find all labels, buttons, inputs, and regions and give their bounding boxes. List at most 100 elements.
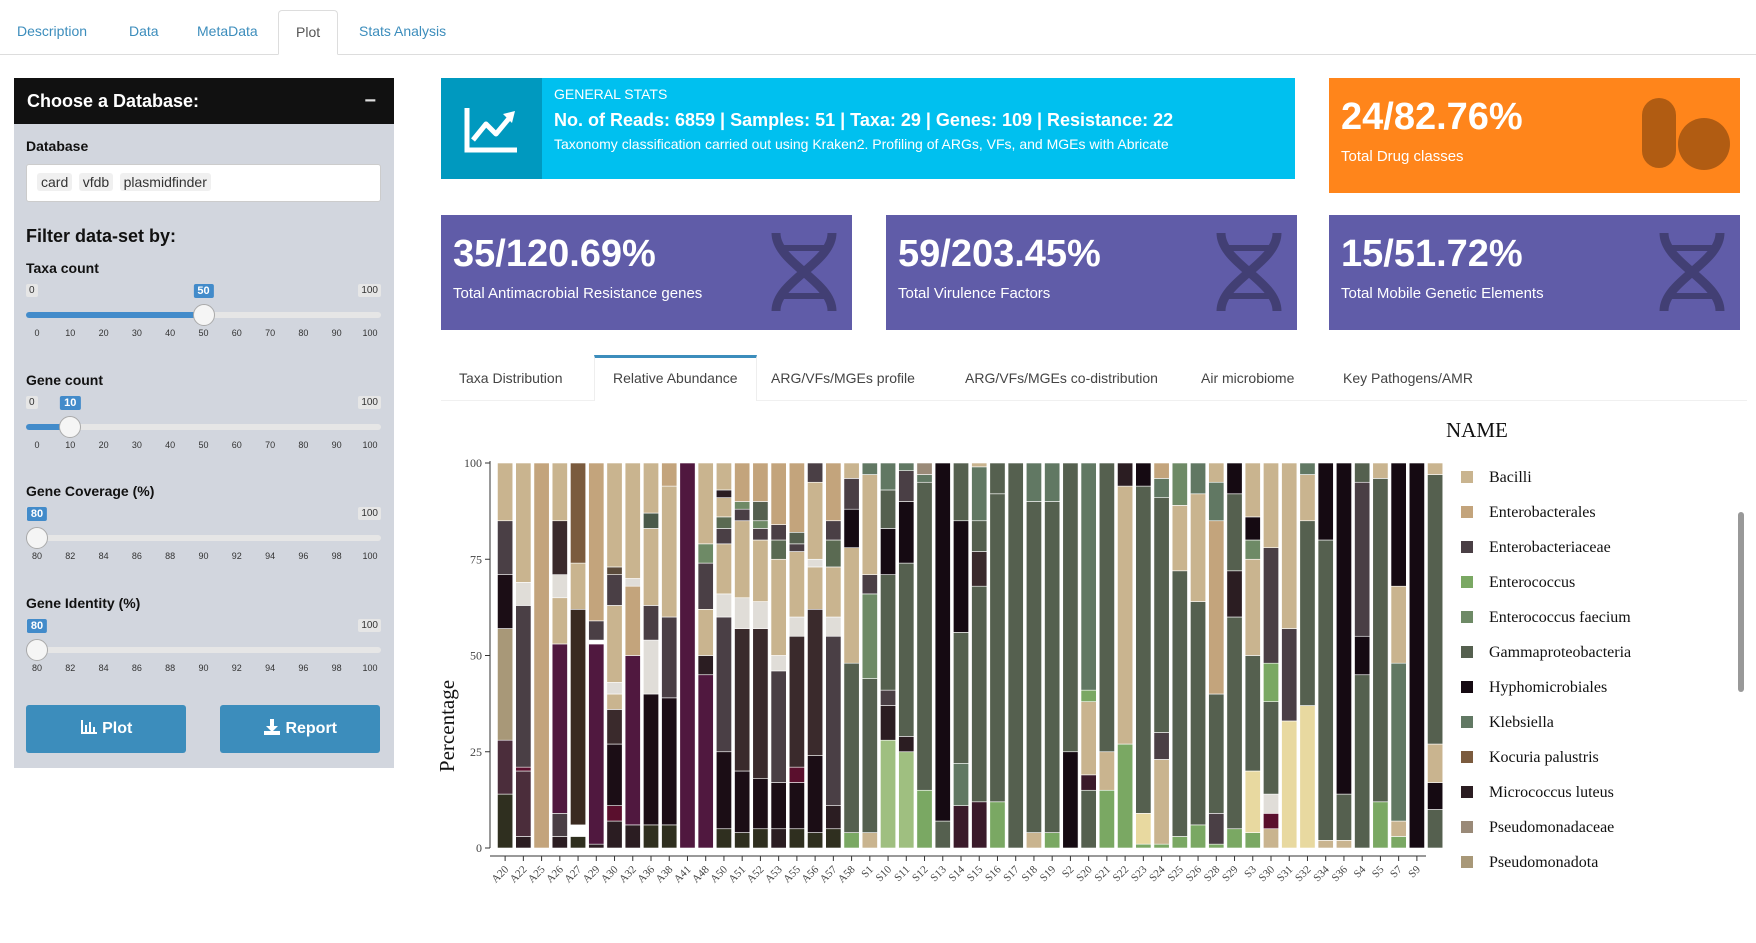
bar-segment [497,520,514,575]
tab-air-microbiome[interactable]: Air microbiome [1201,370,1295,386]
bar-segment [898,470,915,502]
x-tick-label: A52 [745,864,767,886]
slider-tick-label: 100 [362,663,378,673]
database-select[interactable]: card vfdb plasmidfinder [26,164,381,202]
bar-segment [971,801,988,849]
bar-segment [1244,539,1261,560]
slider-value: 80 [26,507,48,521]
bar-segment [934,462,951,822]
arg-value: 35/120.69% [453,233,656,275]
db-chip-card[interactable]: card [37,173,73,191]
bar-segment [916,481,933,791]
bar-segment [898,751,915,849]
bar-segment [515,836,532,849]
bar-segment [807,558,824,568]
slider-handle[interactable] [59,416,82,438]
slider-handle[interactable] [26,527,48,549]
slider-tick-label: 40 [165,328,176,338]
slider-tick-label: 98 [331,551,342,561]
db-chip-vfdb[interactable]: vfdb [78,173,114,191]
y-tick-label: 50 [470,649,482,663]
bar-segment [1263,793,1279,814]
tab-stats-analysis[interactable]: Stats Analysis [359,23,447,39]
tab-taxa-distribution[interactable]: Taxa Distribution [459,370,563,386]
slider-max: 100 [358,284,381,297]
bar-segment [861,462,878,475]
tab-data[interactable]: Data [129,23,159,39]
x-tick-label: A26 [544,863,566,885]
bar-segment [1171,505,1188,572]
bar-segment [606,805,623,822]
x-tick-label: A41 [672,864,694,886]
tab-arg-codistribution[interactable]: ARG/VFs/MGEs co-distribution [965,370,1158,386]
bar-segment [1281,628,1298,722]
legend-item-label: Enterobacteriaceae [1489,539,1611,556]
bar-segment [880,705,897,741]
legend-swatch [1461,541,1473,553]
bar-segment [1153,759,1170,845]
slider-tick-label: 94 [265,663,276,673]
bar-segment [825,616,842,637]
bar-segment [843,462,860,479]
vf-value: 59/203.45% [898,233,1101,275]
bar-segment [606,820,623,849]
x-tick-label: A38 [653,863,675,885]
bar-segment [1226,493,1243,572]
db-chip-plasmidfinder[interactable]: plasmidfinder [119,173,211,191]
tab-plot[interactable]: Plot [278,10,339,55]
scrollbar[interactable] [1738,512,1744,692]
slider-tick-label: 88 [165,551,176,561]
slider-tick-label: 100 [362,440,378,450]
gene-count-slider[interactable]: 0 100 10 0 10 20 30 40 50 60 70 80 90 100 [26,396,381,462]
tab-description[interactable]: Description [17,23,88,39]
bar-segment [1299,462,1316,475]
bar-segment [971,520,988,552]
x-tick-label: S29 [1220,863,1241,884]
slider-tick-label: 90 [331,328,342,338]
bar-segment [551,643,568,814]
general-stats-box: GENERAL STATS No. of Reads: 6859 | Sampl… [441,78,1295,179]
bar-segment [1335,462,1352,795]
x-tick-label: S36 [1329,863,1350,884]
x-tick-label: A20 [489,863,511,885]
minimize-button[interactable]: − [364,90,376,112]
bar-segment [1244,770,1261,833]
bar-segment [1427,462,1444,475]
x-tick-label: S20 [1074,863,1095,884]
slider-handle[interactable] [192,304,215,326]
slider-min: 0 [26,284,38,297]
bar-segment [715,593,732,618]
slider-tick-label: 82 [65,663,76,673]
bar-segment [861,593,878,679]
bar-segment [861,678,878,833]
report-button[interactable]: Report [220,705,380,753]
arg-box: 35/120.69% Total Antimacrobial Resistanc… [441,215,852,330]
bar-segment [916,789,933,849]
tab-arg-profile[interactable]: ARG/VFs/MGEs profile [771,370,915,386]
gene-identity-slider[interactable]: 801008080828486889092949698100 [26,619,381,685]
slider-handle[interactable] [26,639,48,661]
mge-caption: Total Mobile Genetic Elements [1341,285,1544,302]
bar-segment [1244,462,1261,518]
bar-segment [697,543,714,564]
x-tick-label: A51 [726,864,748,886]
tab-metadata[interactable]: MetaData [197,23,258,39]
tab-key-pathogens[interactable]: Key Pathogens/AMR [1343,370,1473,386]
slider-tick-label: 80 [31,551,43,561]
taxa-count-slider[interactable]: 0 100 50 0 10 20 30 40 50 60 70 80 90 100 [26,284,381,350]
tab-relative-abundance[interactable]: Relative Abundance [594,355,757,401]
slider-max: 100 [358,396,381,409]
legend-swatch [1461,506,1473,518]
bar-segment [898,736,915,753]
slider-tick-label: 50 [198,440,209,450]
bar-segment [1135,485,1152,814]
bar-segment [679,462,696,849]
bar-segment [1080,462,1097,691]
bar-segment [1117,462,1134,487]
plot-button[interactable]: Plot [26,705,186,753]
bar-segment [1390,662,1407,822]
bar-segment [898,562,915,737]
bar-segment [1263,462,1279,548]
bar-segment [661,462,678,487]
gene-coverage-slider[interactable]: 801008080828486889092949698100 [26,507,381,573]
